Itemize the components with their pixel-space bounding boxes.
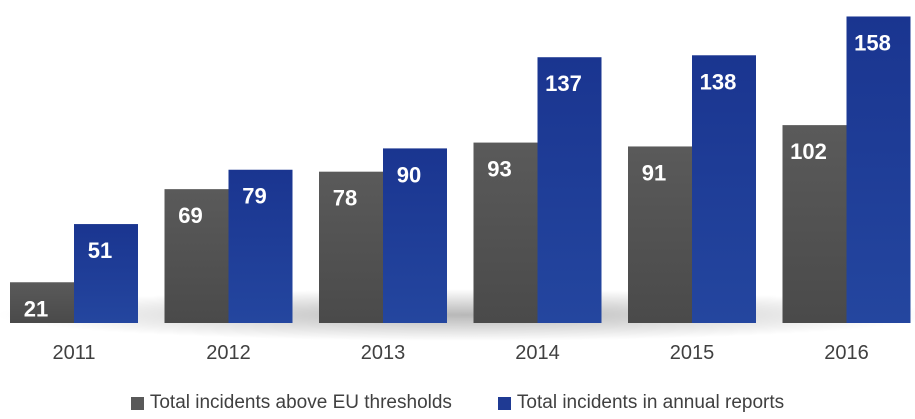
data-label-annual-reports-2016: 158 — [854, 30, 891, 55]
legend: Total incidents above EU thresholds Tota… — [0, 392, 915, 414]
legend-swatch-grey — [130, 396, 144, 410]
x-tick-labels: 2011 2012 2013 2014 2015 2016 — [52, 342, 868, 364]
bar-annual-reports-2014 — [537, 57, 602, 323]
legend-swatch-blue — [497, 396, 511, 410]
x-tick-label-2011: 2011 — [52, 342, 95, 364]
legend-item-annual-reports: Total incidents in annual reports — [497, 392, 785, 414]
bar-annual-reports-2012 — [228, 169, 293, 323]
data-labels-layer: 21 51 69 79 78 90 93 137 91 138 102 158 — [24, 30, 891, 321]
x-tick-label-2012: 2012 — [206, 342, 251, 364]
data-label-above-thresholds-2015: 91 — [642, 160, 666, 185]
legend-label: Total incidents above EU thresholds — [149, 392, 452, 413]
data-label-annual-reports-2012: 79 — [242, 184, 266, 209]
legend-label: Total incidents in annual reports — [516, 392, 785, 413]
x-tick-label-2016: 2016 — [824, 342, 869, 364]
bar-above-thresholds-2013 — [319, 171, 383, 323]
data-label-above-thresholds-2013: 78 — [333, 186, 357, 211]
data-label-annual-reports-2013: 90 — [397, 162, 421, 187]
bars-layer — [10, 16, 911, 324]
bar-above-thresholds-2015 — [628, 146, 692, 323]
bar-above-thresholds-2012 — [164, 189, 229, 323]
data-label-above-thresholds-2014: 93 — [487, 157, 511, 182]
legend-item-above-thresholds: Total incidents above EU thresholds — [130, 392, 452, 414]
bar-above-thresholds-2014 — [473, 142, 538, 323]
bar-above-thresholds-2016 — [782, 125, 847, 324]
bar-above-thresholds-2011 — [10, 282, 74, 323]
x-tick-label-2013: 2013 — [361, 342, 406, 364]
data-label-annual-reports-2011: 51 — [88, 238, 112, 263]
x-tick-label-2014: 2014 — [515, 342, 560, 364]
data-label-above-thresholds-2011: 21 — [24, 296, 48, 321]
bar-annual-reports-2015 — [692, 55, 756, 323]
bar-annual-reports-2013 — [383, 148, 447, 323]
data-label-above-thresholds-2016: 102 — [790, 139, 827, 164]
data-label-annual-reports-2015: 138 — [700, 69, 737, 94]
data-label-annual-reports-2014: 137 — [545, 71, 582, 96]
data-label-above-thresholds-2012: 69 — [178, 203, 202, 228]
bar-annual-reports-2016 — [846, 16, 911, 323]
bar-annual-reports-2011 — [74, 224, 138, 323]
x-tick-label-2015: 2015 — [670, 342, 715, 364]
